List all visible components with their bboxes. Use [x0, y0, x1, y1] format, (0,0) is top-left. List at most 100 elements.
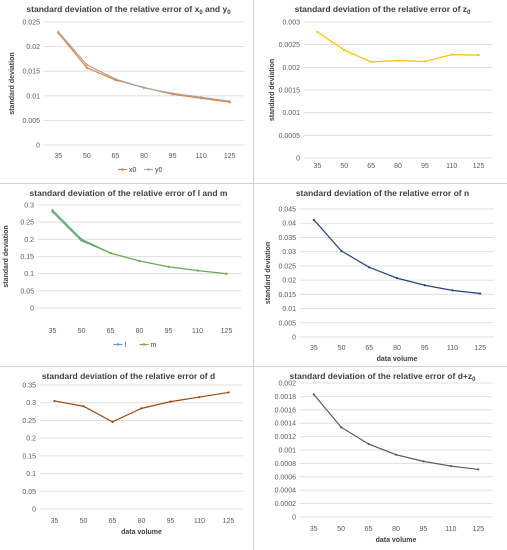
- x-tick-label: 125: [472, 526, 484, 533]
- chart-svg: standard deviation of the relative error…: [269, 4, 492, 170]
- chart-panel-d: standard deviation of the relative error…: [0, 367, 253, 550]
- x-tick-label: 125: [221, 328, 233, 335]
- x-tick-label: 50: [80, 518, 88, 525]
- series-line-l: [52, 209, 227, 275]
- series-line-m: [52, 211, 227, 275]
- y-tick-label: 0.002: [278, 381, 296, 388]
- y-tick-label: 0.0006: [275, 474, 297, 481]
- y-tick-label: 0.0015: [279, 88, 301, 95]
- chart-svg: standard deviation of the relative error…: [9, 4, 244, 174]
- y-tick-label: 0.25: [22, 418, 36, 425]
- y-tick-label: 0.05: [20, 288, 34, 295]
- data-point: [140, 407, 143, 410]
- row-divider-1: [0, 183, 507, 184]
- y-tick-label: 0.003: [282, 20, 300, 27]
- x-tick-label: 50: [340, 163, 348, 170]
- data-point: [167, 265, 170, 268]
- y-tick-label: 0.0008: [275, 461, 297, 468]
- y-tick-label: 0.1: [24, 271, 34, 278]
- y-tick-label: 0.2: [26, 436, 36, 443]
- x-tick-label: 125: [223, 518, 235, 525]
- chart-panel-z0: standard deviation of the relative error…: [254, 0, 507, 183]
- data-point: [51, 210, 54, 213]
- data-point: [109, 251, 112, 255]
- y-tick-label: 0.0014: [275, 421, 297, 428]
- series-line-series-0: [54, 391, 229, 423]
- y-tick-label: 0.002: [282, 65, 300, 72]
- series-line-y0: [57, 31, 230, 102]
- data-point: [82, 405, 85, 408]
- x-tick-label: 35: [314, 163, 322, 170]
- series-line-series-0: [317, 31, 479, 63]
- x-tick-label: 50: [338, 345, 346, 352]
- x-tick-label: 35: [310, 345, 318, 352]
- legend-marker: [116, 343, 120, 346]
- chart-title: standard deviation of the relative error…: [30, 188, 228, 198]
- chart-title: standard deviation of the relative error…: [295, 4, 471, 16]
- y-tick-label: 0.005: [278, 320, 296, 327]
- x-tick-label: 125: [474, 345, 486, 352]
- x-tick-label: 65: [367, 163, 375, 170]
- x-tick-label: 95: [167, 518, 175, 525]
- legend-label: y0: [155, 167, 163, 174]
- x-tick-label: 110: [196, 153, 207, 160]
- chart-panel-d-z0: standard deviation of the relative error…: [254, 367, 507, 550]
- data-point: [477, 53, 480, 57]
- data-point: [367, 442, 370, 446]
- y-tick-label: 0: [36, 143, 40, 150]
- data-point: [395, 277, 399, 280]
- chart-title: standard deviation of the relative error…: [290, 371, 477, 383]
- chart-panel-x0-y0: standard deviation of the relative error…: [0, 0, 253, 183]
- x-axis-label: data volume: [376, 537, 417, 544]
- data-point: [449, 464, 452, 468]
- y-tick-label: 0.01: [26, 93, 40, 100]
- y-tick-label: 0.025: [22, 20, 40, 27]
- chart-title: standard deviation of the relative error…: [42, 371, 215, 381]
- y-axis-label: standard deviation: [9, 52, 16, 114]
- y-axis-label: standard deviation: [3, 225, 10, 287]
- x-axis-label: data volume: [121, 529, 162, 536]
- y-tick-label: 0.35: [22, 383, 36, 390]
- x-tick-label: 110: [445, 526, 456, 533]
- x-tick-label: 65: [112, 153, 120, 160]
- data-point: [228, 100, 231, 103]
- data-point: [111, 420, 114, 423]
- y-tick-label: 0.001: [278, 448, 296, 455]
- y-tick-label: 0.045: [278, 207, 296, 214]
- y-axis-label: standard deviation: [269, 59, 276, 121]
- x-tick-label: 110: [192, 328, 203, 335]
- x-tick-label: 95: [421, 345, 429, 352]
- x-tick-label: 80: [140, 153, 148, 160]
- x-tick-label: 80: [394, 163, 402, 170]
- x-tick-label: 110: [447, 345, 458, 352]
- x-tick-label: 50: [83, 153, 91, 160]
- y-tick-label: 0.3: [26, 400, 36, 407]
- legend-label: x0: [129, 167, 137, 174]
- y-tick-label: 0.25: [20, 220, 34, 227]
- chart-svg: standard deviation of the relative error…: [3, 188, 241, 349]
- chart-svg: standard deviation of the relative error…: [22, 371, 243, 536]
- data-point: [85, 66, 88, 69]
- y-tick-label: 0.3: [24, 203, 34, 210]
- x-tick-label: 80: [392, 526, 400, 533]
- data-point: [312, 218, 315, 221]
- x-tick-label: 50: [337, 526, 345, 533]
- data-point: [423, 284, 426, 287]
- y-tick-label: 0: [292, 515, 296, 522]
- x-tick-label: 110: [446, 163, 457, 170]
- x-tick-label: 65: [365, 345, 373, 352]
- x-tick-label: 95: [420, 526, 428, 533]
- x-tick-label: 35: [310, 526, 318, 533]
- y-tick-label: 0.0012: [275, 434, 297, 441]
- series-line-x0: [57, 32, 230, 103]
- data-point: [479, 292, 482, 295]
- data-point: [51, 209, 54, 212]
- x-tick-label: 95: [169, 153, 177, 160]
- x-tick-label: 125: [473, 163, 485, 170]
- y-tick-label: 0.1: [26, 471, 36, 478]
- data-point: [394, 453, 398, 456]
- y-tick-label: 0.015: [22, 69, 40, 76]
- legend-label: m: [151, 342, 157, 349]
- x-tick-label: 80: [393, 345, 401, 352]
- x-tick-label: 65: [109, 518, 117, 525]
